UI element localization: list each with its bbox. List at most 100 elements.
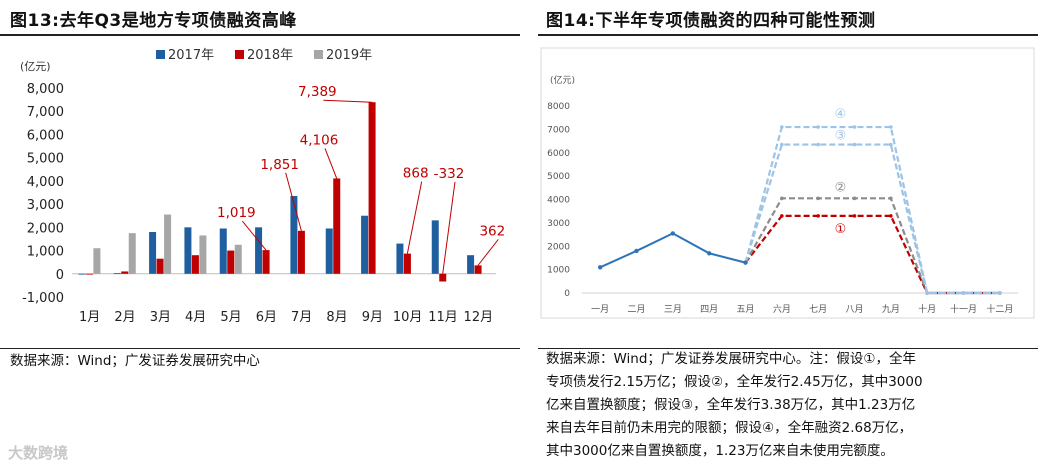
x-tick-label: 六月 — [773, 303, 791, 315]
right-source-line: 其中3000亿来自置换额度，1.23万亿来自未使用完额度。 — [546, 443, 894, 459]
scenario-point — [780, 125, 784, 129]
x-tick-label: 6月 — [256, 310, 277, 325]
left-chart-title: 图13:去年Q3是地方专项债融资高峰 — [10, 11, 297, 31]
bar — [467, 255, 475, 274]
y-tick-label: 1,000 — [27, 245, 64, 260]
bar — [227, 250, 235, 274]
x-tick-label: 二月 — [627, 304, 645, 315]
legend-swatch — [156, 50, 165, 59]
x-tick-label: 1月 — [79, 310, 100, 325]
actual-point — [670, 231, 676, 236]
right-source-line: 专项债发行2.15万亿；假设②，全年发行2.45万亿，其中3000 — [546, 374, 923, 390]
x-tick-label: 8月 — [326, 310, 347, 325]
right-source-line: 亿来自置换额度；假设③，全年发行3.38万亿，其中1.23万亿 — [546, 397, 916, 413]
x-tick-label: 4月 — [185, 310, 206, 325]
annotation-leader — [406, 181, 423, 254]
bar — [149, 231, 157, 274]
bar — [403, 253, 411, 274]
right-source-line: 数据来源：Wind；广发证券发展研究中心。注：假设①，全年 — [546, 351, 917, 367]
bar — [121, 271, 129, 274]
y-tick-label: 4000 — [547, 196, 570, 206]
right-chart-title: 图14:下半年专项债融资的四种可能性预测 — [546, 11, 876, 31]
x-tick-label: 五月 — [736, 304, 754, 315]
bar — [431, 220, 439, 274]
legend-label: 2017年 — [168, 48, 214, 63]
right-source-line: 来自去年目前仍未用完的限额；假设④，全年融资2.68万亿， — [546, 420, 913, 436]
scenario-label: ② — [835, 180, 847, 195]
bar — [219, 228, 227, 274]
x-tick-label: 四月 — [700, 304, 718, 315]
y-tick-label: 7000 — [547, 125, 570, 135]
bar — [396, 243, 404, 274]
bar — [439, 273, 447, 282]
legend-swatch — [314, 50, 323, 59]
bar — [78, 273, 86, 275]
y-tick-label: 2,000 — [27, 221, 64, 236]
y-tick-label: 3,000 — [27, 198, 64, 213]
scenario-point — [889, 125, 893, 129]
x-tick-label: 十二月 — [986, 303, 1013, 315]
scenario-line — [744, 214, 1000, 295]
y-axis-unit: (亿元) — [20, 60, 51, 73]
right-source-rule — [538, 348, 1038, 349]
bar — [333, 178, 341, 274]
left-source-rule — [0, 348, 520, 349]
scenario-point — [852, 214, 857, 218]
annotation-leader — [323, 99, 373, 103]
scenario-point — [961, 291, 966, 295]
y-tick-label: 5,000 — [27, 152, 64, 167]
x-tick-label: 八月 — [845, 304, 863, 315]
data-label: 1,019 — [217, 205, 256, 221]
y-tick-label: 6,000 — [27, 128, 64, 143]
bar — [156, 258, 164, 274]
chart-area-frame — [540, 47, 1035, 319]
scenario-label: ① — [835, 222, 847, 237]
bar — [191, 255, 199, 274]
scenario-point — [889, 214, 893, 218]
bar — [361, 215, 369, 274]
y-tick-label: 4,000 — [27, 175, 64, 190]
scenario-point — [816, 125, 820, 129]
left-chart-panel: 图13:去年Q3是地方专项债融资高峰 2017年 2018年 2019年 (亿元) 8,… — [0, 0, 520, 471]
bar — [85, 273, 93, 275]
x-tick-label: 3月 — [150, 310, 171, 325]
scenario-point — [852, 196, 857, 201]
actual-point — [743, 260, 748, 265]
bar — [234, 244, 242, 274]
right-chart-panel: 图14:下半年专项债融资的四种可能性预测 (亿元) 8000 7000 6000 500… — [538, 0, 1044, 471]
bar — [255, 227, 263, 274]
bar — [128, 233, 136, 274]
scenario-label: ③ — [835, 129, 847, 144]
scenario-line — [744, 125, 1000, 295]
bar — [297, 230, 305, 274]
data-label: 7,389 — [298, 84, 337, 100]
scenario-label: ④ — [835, 107, 847, 122]
y-tick-label: 0 — [56, 268, 64, 283]
bar — [164, 214, 172, 274]
bar — [93, 248, 101, 274]
scenario-point — [889, 196, 893, 201]
y-tick-label: 2000 — [547, 242, 570, 252]
annotation-leader — [324, 148, 338, 179]
scenario-point — [852, 125, 857, 129]
x-tick-label: 2月 — [114, 310, 135, 325]
x-tick-label: 十一月 — [950, 303, 977, 315]
legend-label: 2018年 — [247, 48, 293, 63]
annotation-leader — [442, 181, 456, 274]
scenario-point — [925, 291, 929, 295]
bar — [474, 265, 482, 274]
data-label: -332 — [434, 166, 465, 182]
scenario-point — [780, 214, 784, 218]
watermark-logo: 大数跨境 — [8, 444, 69, 462]
actual-point — [597, 265, 603, 270]
actual-point — [634, 248, 639, 254]
y-tick-label: 6000 — [547, 149, 570, 159]
data-label: 362 — [479, 223, 505, 239]
annotation-leader — [285, 172, 302, 231]
y-tick-label: -1,000 — [22, 291, 64, 306]
data-label: 1,851 — [260, 157, 299, 173]
scenario-point — [852, 142, 857, 147]
right-line-chart: (亿元) 8000 7000 6000 5000 4000 3000 2000 1000 0 一月 二… — [540, 47, 1035, 319]
left-bar-chart: 2017年 2018年 2019年 (亿元) 8,000 7,000 6,000 5,000 4… — [20, 48, 505, 325]
scenario-point — [889, 142, 893, 147]
